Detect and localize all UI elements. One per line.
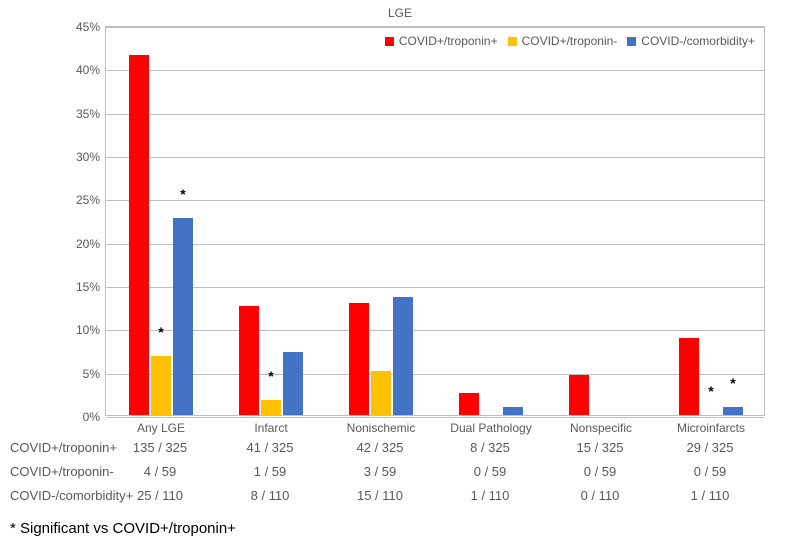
table-cell: 15 / 325 — [577, 440, 624, 455]
bar — [239, 306, 259, 415]
bar — [173, 218, 193, 415]
table-cell: 1 / 59 — [254, 464, 287, 479]
bar — [569, 375, 589, 415]
y-tick-label: 40% — [76, 63, 106, 77]
table-row-label: COVID+/troponin- — [10, 464, 114, 479]
significance-star: * — [180, 186, 185, 202]
table-cell: 1 / 110 — [471, 488, 510, 503]
gridline — [106, 200, 764, 201]
gridline — [106, 417, 764, 418]
y-tick-label: 15% — [76, 280, 106, 294]
bar — [723, 407, 743, 415]
gridline — [106, 287, 764, 288]
y-tick-label: 35% — [76, 107, 106, 121]
gridline — [106, 70, 764, 71]
table-cell: 29 / 325 — [687, 440, 734, 455]
x-tick-label: Any LGE — [137, 415, 185, 435]
bar — [129, 55, 149, 415]
significance-star: * — [708, 383, 713, 399]
chart-legend: COVID+/troponin+ COVID+/troponin- COVID-/c… — [381, 32, 759, 50]
legend-swatch — [385, 37, 394, 46]
table-row-label: COVID+/troponin+ — [10, 440, 117, 455]
bar — [151, 356, 171, 415]
gridline — [106, 244, 764, 245]
table-cell: 0 / 59 — [694, 464, 727, 479]
y-tick-label: 10% — [76, 323, 106, 337]
bar — [679, 338, 699, 415]
table-cell: 0 / 110 — [581, 488, 620, 503]
legend-label: COVID+/troponin+ — [399, 34, 498, 48]
significance-star: * — [730, 375, 735, 391]
table-cell: 15 / 110 — [357, 488, 403, 503]
chart-plot-area: 0%5%10%15%20%25%30%35%40%45%Any LGE**Inf… — [105, 26, 765, 416]
footnote-text: * Significant vs COVID+/troponin+ — [10, 520, 236, 537]
legend-swatch — [627, 37, 636, 46]
table-cell: 42 / 325 — [357, 440, 404, 455]
table-cell: 25 / 110 — [137, 488, 183, 503]
bar — [503, 407, 523, 415]
page-root: LGE 0% 5% 10% 15% 20% 25% 30% 35% 40% 45% Any LGE *… — [0, 0, 800, 555]
table-cell: 0 / 59 — [474, 464, 507, 479]
table-cell: 135 / 325 — [133, 440, 187, 455]
y-tick-label: 5% — [83, 367, 106, 381]
gridline — [106, 374, 764, 375]
legend-swatch — [508, 37, 517, 46]
significance-star: * — [268, 368, 273, 384]
gridline — [106, 330, 764, 331]
gridline — [106, 157, 764, 158]
y-tick-label: 45% — [76, 20, 106, 34]
x-tick-label: Nonspecific — [570, 415, 632, 435]
y-tick-label: 0% — [83, 410, 106, 424]
bar — [371, 371, 391, 415]
gridline — [106, 114, 764, 115]
y-tick-label: 30% — [76, 150, 106, 164]
table-cell: 41 / 325 — [247, 440, 294, 455]
x-tick-label: Infarct — [254, 415, 287, 435]
table-cell: 1 / 110 — [691, 488, 730, 503]
y-tick-label: 20% — [76, 237, 106, 251]
x-tick-label: Dual Pathology — [450, 415, 531, 435]
table-cell: 8 / 325 — [470, 440, 510, 455]
table-cell: 3 / 59 — [364, 464, 397, 479]
gridline — [106, 27, 764, 28]
legend-item: COVID+/troponin- — [508, 34, 618, 48]
legend-label: COVID+/troponin- — [522, 34, 618, 48]
x-tick-label: Microinfarcts — [677, 415, 745, 435]
bar — [459, 393, 479, 415]
table-row-label: COVID-/comorbidity+ — [10, 488, 133, 503]
legend-label: COVID-/comorbidity+ — [641, 34, 755, 48]
bar — [393, 297, 413, 415]
table-cell: 0 / 59 — [584, 464, 617, 479]
x-tick-label: Nonischemic — [347, 415, 416, 435]
significance-star: * — [158, 324, 163, 340]
bar — [283, 352, 303, 415]
bar — [261, 400, 281, 415]
chart-title: LGE — [0, 6, 800, 20]
legend-item: COVID-/comorbidity+ — [627, 34, 755, 48]
table-cell: 8 / 110 — [251, 488, 290, 503]
bar — [349, 303, 369, 415]
table-cell: 4 / 59 — [144, 464, 177, 479]
y-tick-label: 25% — [76, 193, 106, 207]
legend-item: COVID+/troponin+ — [385, 34, 498, 48]
